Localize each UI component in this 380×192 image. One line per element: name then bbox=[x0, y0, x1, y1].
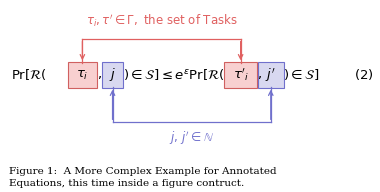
Text: $\mathrm{Pr}[\mathcal{R}($: $\mathrm{Pr}[\mathcal{R}($ bbox=[11, 68, 47, 83]
Text: Figure 1:  A More Complex Example for Annotated
Equations, this time inside a fi: Figure 1: A More Complex Example for Ann… bbox=[9, 167, 277, 188]
Text: $,\,$: $,\,$ bbox=[257, 69, 262, 81]
Text: $j,\,j^{\prime} \in \mathbb{N}$: $j,\,j^{\prime} \in \mathbb{N}$ bbox=[169, 130, 214, 147]
Text: $j'$: $j'$ bbox=[266, 66, 276, 84]
FancyBboxPatch shape bbox=[101, 62, 124, 88]
FancyBboxPatch shape bbox=[258, 62, 283, 88]
FancyBboxPatch shape bbox=[68, 62, 97, 88]
Text: $)\in\mathcal{S}]$: $)\in\mathcal{S}]$ bbox=[283, 68, 320, 83]
Text: $)\in\mathcal{S}]\leq e^{\varepsilon}\mathrm{Pr}[\mathcal{R}($: $)\in\mathcal{S}]\leq e^{\varepsilon}\ma… bbox=[124, 68, 225, 83]
Text: $\tau_i, \tau^{\prime} \in \Gamma,$ the set of Tasks: $\tau_i, \tau^{\prime} \in \Gamma,$ the … bbox=[86, 12, 238, 29]
Text: $(2)$: $(2)$ bbox=[354, 68, 373, 83]
Text: $\tau'_i$: $\tau'_i$ bbox=[233, 67, 249, 83]
FancyBboxPatch shape bbox=[224, 62, 257, 88]
Text: $,\,$: $,\,$ bbox=[97, 69, 102, 81]
Text: $\tau_i$: $\tau_i$ bbox=[76, 68, 89, 82]
Text: $j$: $j$ bbox=[109, 66, 116, 84]
